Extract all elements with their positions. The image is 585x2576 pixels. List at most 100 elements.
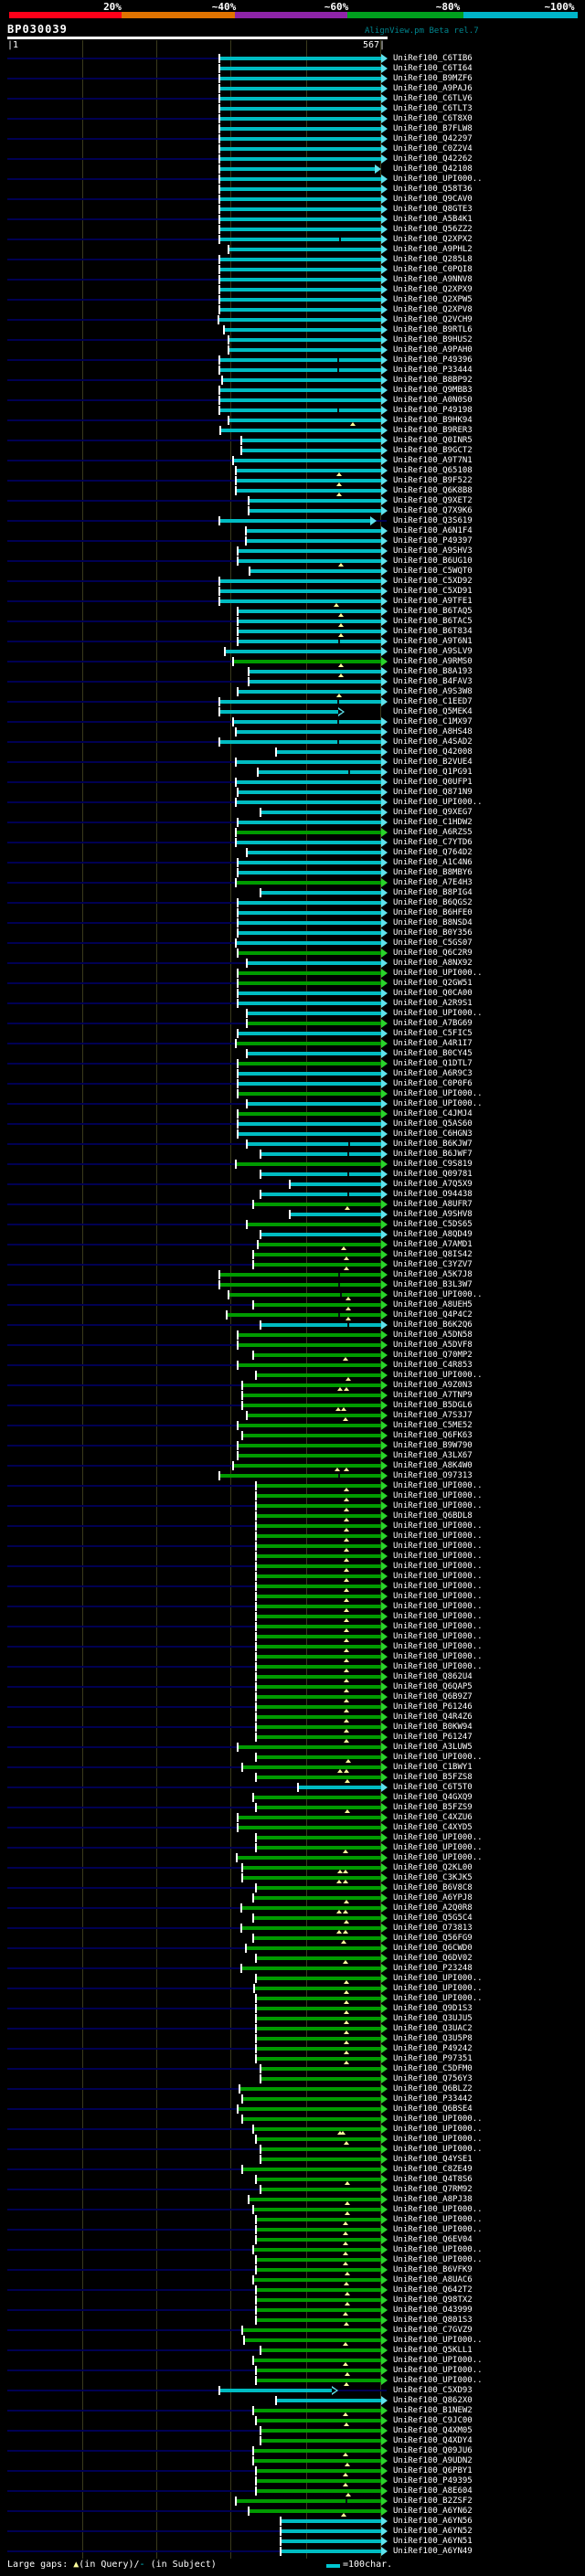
alignment-bar[interactable] xyxy=(256,2288,381,2292)
alignment-bar[interactable] xyxy=(233,459,381,462)
row-label[interactable]: UniRef100_UPI000.. xyxy=(393,1974,483,1983)
alignment-bar[interactable] xyxy=(219,87,381,90)
row-label[interactable]: UniRef100_UPI000.. xyxy=(393,2135,483,2144)
row-label[interactable]: UniRef100_B9HUS2 xyxy=(393,335,473,345)
alignment-bar[interactable] xyxy=(256,1585,381,1588)
alignment-bar[interactable] xyxy=(219,408,381,412)
row-label[interactable]: UniRef100_A6YN62 xyxy=(393,2507,473,2516)
alignment-bar[interactable] xyxy=(261,1172,381,1176)
alignment-bar[interactable] xyxy=(253,2278,381,2282)
row-label[interactable]: UniRef100_B9W790 xyxy=(393,1441,473,1450)
alignment-bar[interactable] xyxy=(256,1977,381,1980)
row-label[interactable]: UniRef100_UPI000.. xyxy=(393,1642,483,1651)
row-label[interactable]: UniRef100_Q6C2R9 xyxy=(393,949,473,958)
row-label[interactable]: UniRef100_B6UG10 xyxy=(393,557,473,566)
row-label[interactable]: UniRef100_P49395 xyxy=(393,2476,473,2486)
row-label[interactable]: UniRef100_P49396 xyxy=(393,355,473,365)
row-label[interactable]: UniRef100_A9T6N1 xyxy=(393,637,473,646)
row-label[interactable]: UniRef100_Q3U5P8 xyxy=(393,2034,473,2043)
alignment-bar[interactable] xyxy=(219,278,381,281)
row-label[interactable]: UniRef100_A9Z0N3 xyxy=(393,1381,473,1390)
alignment-bar[interactable] xyxy=(253,1353,381,1357)
row-label[interactable]: UniRef100_A9SLV9 xyxy=(393,647,473,656)
row-label[interactable]: UniRef100_A5DVF8 xyxy=(393,1341,473,1350)
row-label[interactable]: UniRef100_Q285L8 xyxy=(393,255,473,264)
row-label[interactable]: UniRef100_C6TLV6 xyxy=(393,94,473,103)
row-label[interactable]: UniRef100_Q6FK63 xyxy=(393,1431,473,1440)
row-label[interactable]: UniRef100_Q98TX2 xyxy=(393,2295,473,2305)
alignment-bar[interactable] xyxy=(219,599,381,603)
row-label[interactable]: UniRef100_UPI000.. xyxy=(393,1532,483,1541)
alignment-bar[interactable] xyxy=(256,1544,381,1548)
alignment-bar[interactable] xyxy=(219,67,381,70)
row-label[interactable]: UniRef100_UPI000.. xyxy=(393,1521,483,1531)
alignment-bar[interactable] xyxy=(256,2489,381,2493)
alignment-bar[interactable] xyxy=(247,1052,381,1055)
row-label[interactable]: UniRef100_UPI000.. xyxy=(393,1582,483,1591)
row-label[interactable]: UniRef100_Q5AS60 xyxy=(393,1119,473,1129)
row-label[interactable]: UniRef100_B6TAQ5 xyxy=(393,607,473,616)
alignment-bar[interactable] xyxy=(247,1142,381,1146)
alignment-bar[interactable] xyxy=(247,1012,381,1015)
row-label[interactable]: UniRef100_B5FZS8 xyxy=(393,1773,473,1782)
alignment-bar[interactable] xyxy=(238,931,381,935)
row-label[interactable]: UniRef100_B9HK94 xyxy=(393,416,473,425)
row-label[interactable]: UniRef100_UPI000.. xyxy=(393,1622,483,1631)
row-label[interactable]: UniRef100_A2R9S1 xyxy=(393,999,473,1008)
row-label[interactable]: UniRef100_Q09781 xyxy=(393,1170,473,1179)
row-label[interactable]: UniRef100_C5WQT0 xyxy=(393,567,473,576)
row-label[interactable]: UniRef100_UPI000.. xyxy=(393,1833,483,1842)
alignment-bar[interactable] xyxy=(242,1876,381,1880)
row-label[interactable]: UniRef100_C5XD91 xyxy=(393,587,473,596)
alignment-bar[interactable] xyxy=(256,1846,381,1850)
alignment-bar[interactable] xyxy=(233,720,381,724)
alignment-bar[interactable] xyxy=(219,57,381,60)
alignment-bar[interactable] xyxy=(219,358,381,362)
alignment-bar[interactable] xyxy=(219,710,338,714)
alignment-bar[interactable] xyxy=(253,2409,381,2412)
row-label[interactable]: UniRef100_Q2GW51 xyxy=(393,979,473,988)
row-label[interactable]: UniRef100_UPI000.. xyxy=(393,2225,483,2234)
row-label[interactable]: UniRef100_C5GS07 xyxy=(393,938,473,948)
row-label[interactable]: UniRef100_UPI000.. xyxy=(393,1009,483,1018)
alignment-bar[interactable] xyxy=(256,1997,381,2000)
row-label[interactable]: UniRef100_Q871N9 xyxy=(393,788,473,797)
alignment-bar[interactable] xyxy=(256,1615,381,1618)
row-label[interactable]: UniRef100_C6TI64 xyxy=(393,64,473,73)
row-label[interactable]: UniRef100_P33442 xyxy=(393,2094,473,2104)
row-label[interactable]: UniRef100_C4JMJ4 xyxy=(393,1109,473,1118)
alignment-bar[interactable] xyxy=(238,901,381,905)
alignment-bar[interactable] xyxy=(238,1092,381,1096)
alignment-bar[interactable] xyxy=(253,2248,381,2252)
row-label[interactable]: UniRef100_B4FAV3 xyxy=(393,677,473,686)
row-label[interactable]: UniRef100_Q4GXQ9 xyxy=(393,1793,473,1802)
alignment-bar[interactable] xyxy=(219,217,381,221)
alignment-bar[interactable] xyxy=(256,1755,381,1759)
row-label[interactable]: UniRef100_Q6CWD0 xyxy=(393,1944,473,1953)
alignment-bar[interactable] xyxy=(219,137,381,141)
alignment-bar[interactable] xyxy=(256,1605,381,1608)
row-label[interactable]: UniRef100_P49242 xyxy=(393,2044,473,2053)
alignment-bar[interactable] xyxy=(238,1816,381,1819)
row-label[interactable]: UniRef100_Q42108 xyxy=(393,164,473,174)
row-label[interactable]: UniRef100_B6K2Q6 xyxy=(393,1320,473,1330)
row-label[interactable]: UniRef100_A6YN49 xyxy=(393,2547,473,2556)
row-label[interactable]: UniRef100_A9PAH0 xyxy=(393,345,473,355)
alignment-bar[interactable] xyxy=(256,1564,381,1568)
alignment-bar[interactable] xyxy=(219,258,381,261)
row-label[interactable]: UniRef100_UPI000.. xyxy=(393,2145,483,2154)
row-label[interactable]: UniRef100_A6YN51 xyxy=(393,2537,473,2546)
row-label[interactable]: UniRef100_C6T8X0 xyxy=(393,114,473,123)
row-label[interactable]: UniRef100_A7Q5X9 xyxy=(393,1180,473,1189)
row-label[interactable]: UniRef100_Q9CAV0 xyxy=(393,195,473,204)
row-label[interactable]: UniRef100_Q862U4 xyxy=(393,1672,473,1681)
row-label[interactable]: UniRef100_Q5G5C4 xyxy=(393,1913,473,1923)
row-label[interactable]: UniRef100_UPI000.. xyxy=(393,1542,483,1551)
alignment-bar[interactable] xyxy=(281,2539,381,2543)
row-label[interactable]: UniRef100_B2VUE4 xyxy=(393,758,473,767)
row-label[interactable]: UniRef100_A9UDN2 xyxy=(393,2456,473,2465)
row-label[interactable]: UniRef100_A7E4H3 xyxy=(393,878,473,887)
alignment-bar[interactable] xyxy=(238,861,381,864)
alignment-bar[interactable] xyxy=(256,2469,381,2473)
alignment-bar[interactable] xyxy=(219,197,381,201)
